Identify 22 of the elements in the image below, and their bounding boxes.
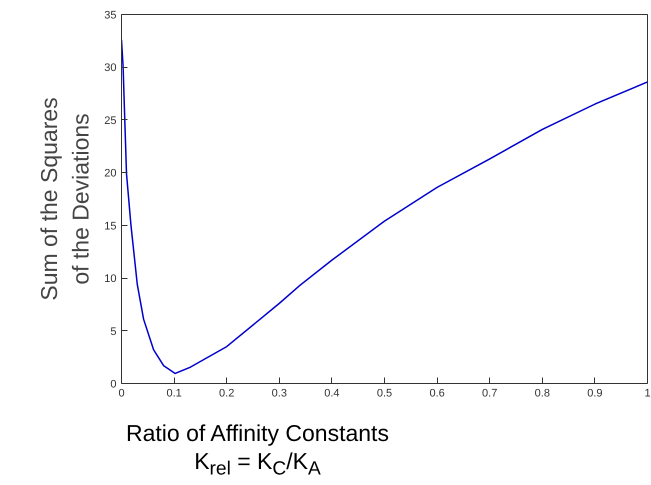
x-tick-label: 0.3: [272, 388, 287, 400]
y-tick-label: 0: [110, 378, 117, 390]
x-tick-label: 0.5: [376, 388, 392, 400]
x-tick-label: 0.4: [324, 388, 340, 400]
y-tick-label: 25: [104, 114, 117, 127]
y-tick-label: 15: [104, 220, 117, 232]
x-tick-label: 0.8: [534, 388, 550, 400]
y-tick-label: 35: [104, 10, 117, 22]
x-tick-label: 0.7: [482, 388, 498, 400]
y-tick-label: 30: [104, 62, 117, 74]
x-tick-label: 0: [118, 388, 125, 400]
x-axis-title: Ratio of Affinity Constants K$_{rel}$ = K$_{C}$/K$_{A}$: [126, 419, 389, 482]
x-tick-label: 0.9: [587, 388, 603, 400]
x-tick-label: 1: [644, 388, 651, 400]
x-tick-label: 0.2: [219, 388, 234, 400]
x-tick-label: 0.1: [166, 388, 182, 400]
y-tick-label: 5: [110, 326, 117, 338]
line-series: [122, 39, 648, 374]
x-tick-label: 0.6: [429, 388, 445, 400]
y-tick-label: 20: [104, 168, 117, 180]
y-axis-title: Sum of the Squares of the Deviations: [36, 97, 94, 301]
y-tick-label: 10: [104, 273, 117, 286]
